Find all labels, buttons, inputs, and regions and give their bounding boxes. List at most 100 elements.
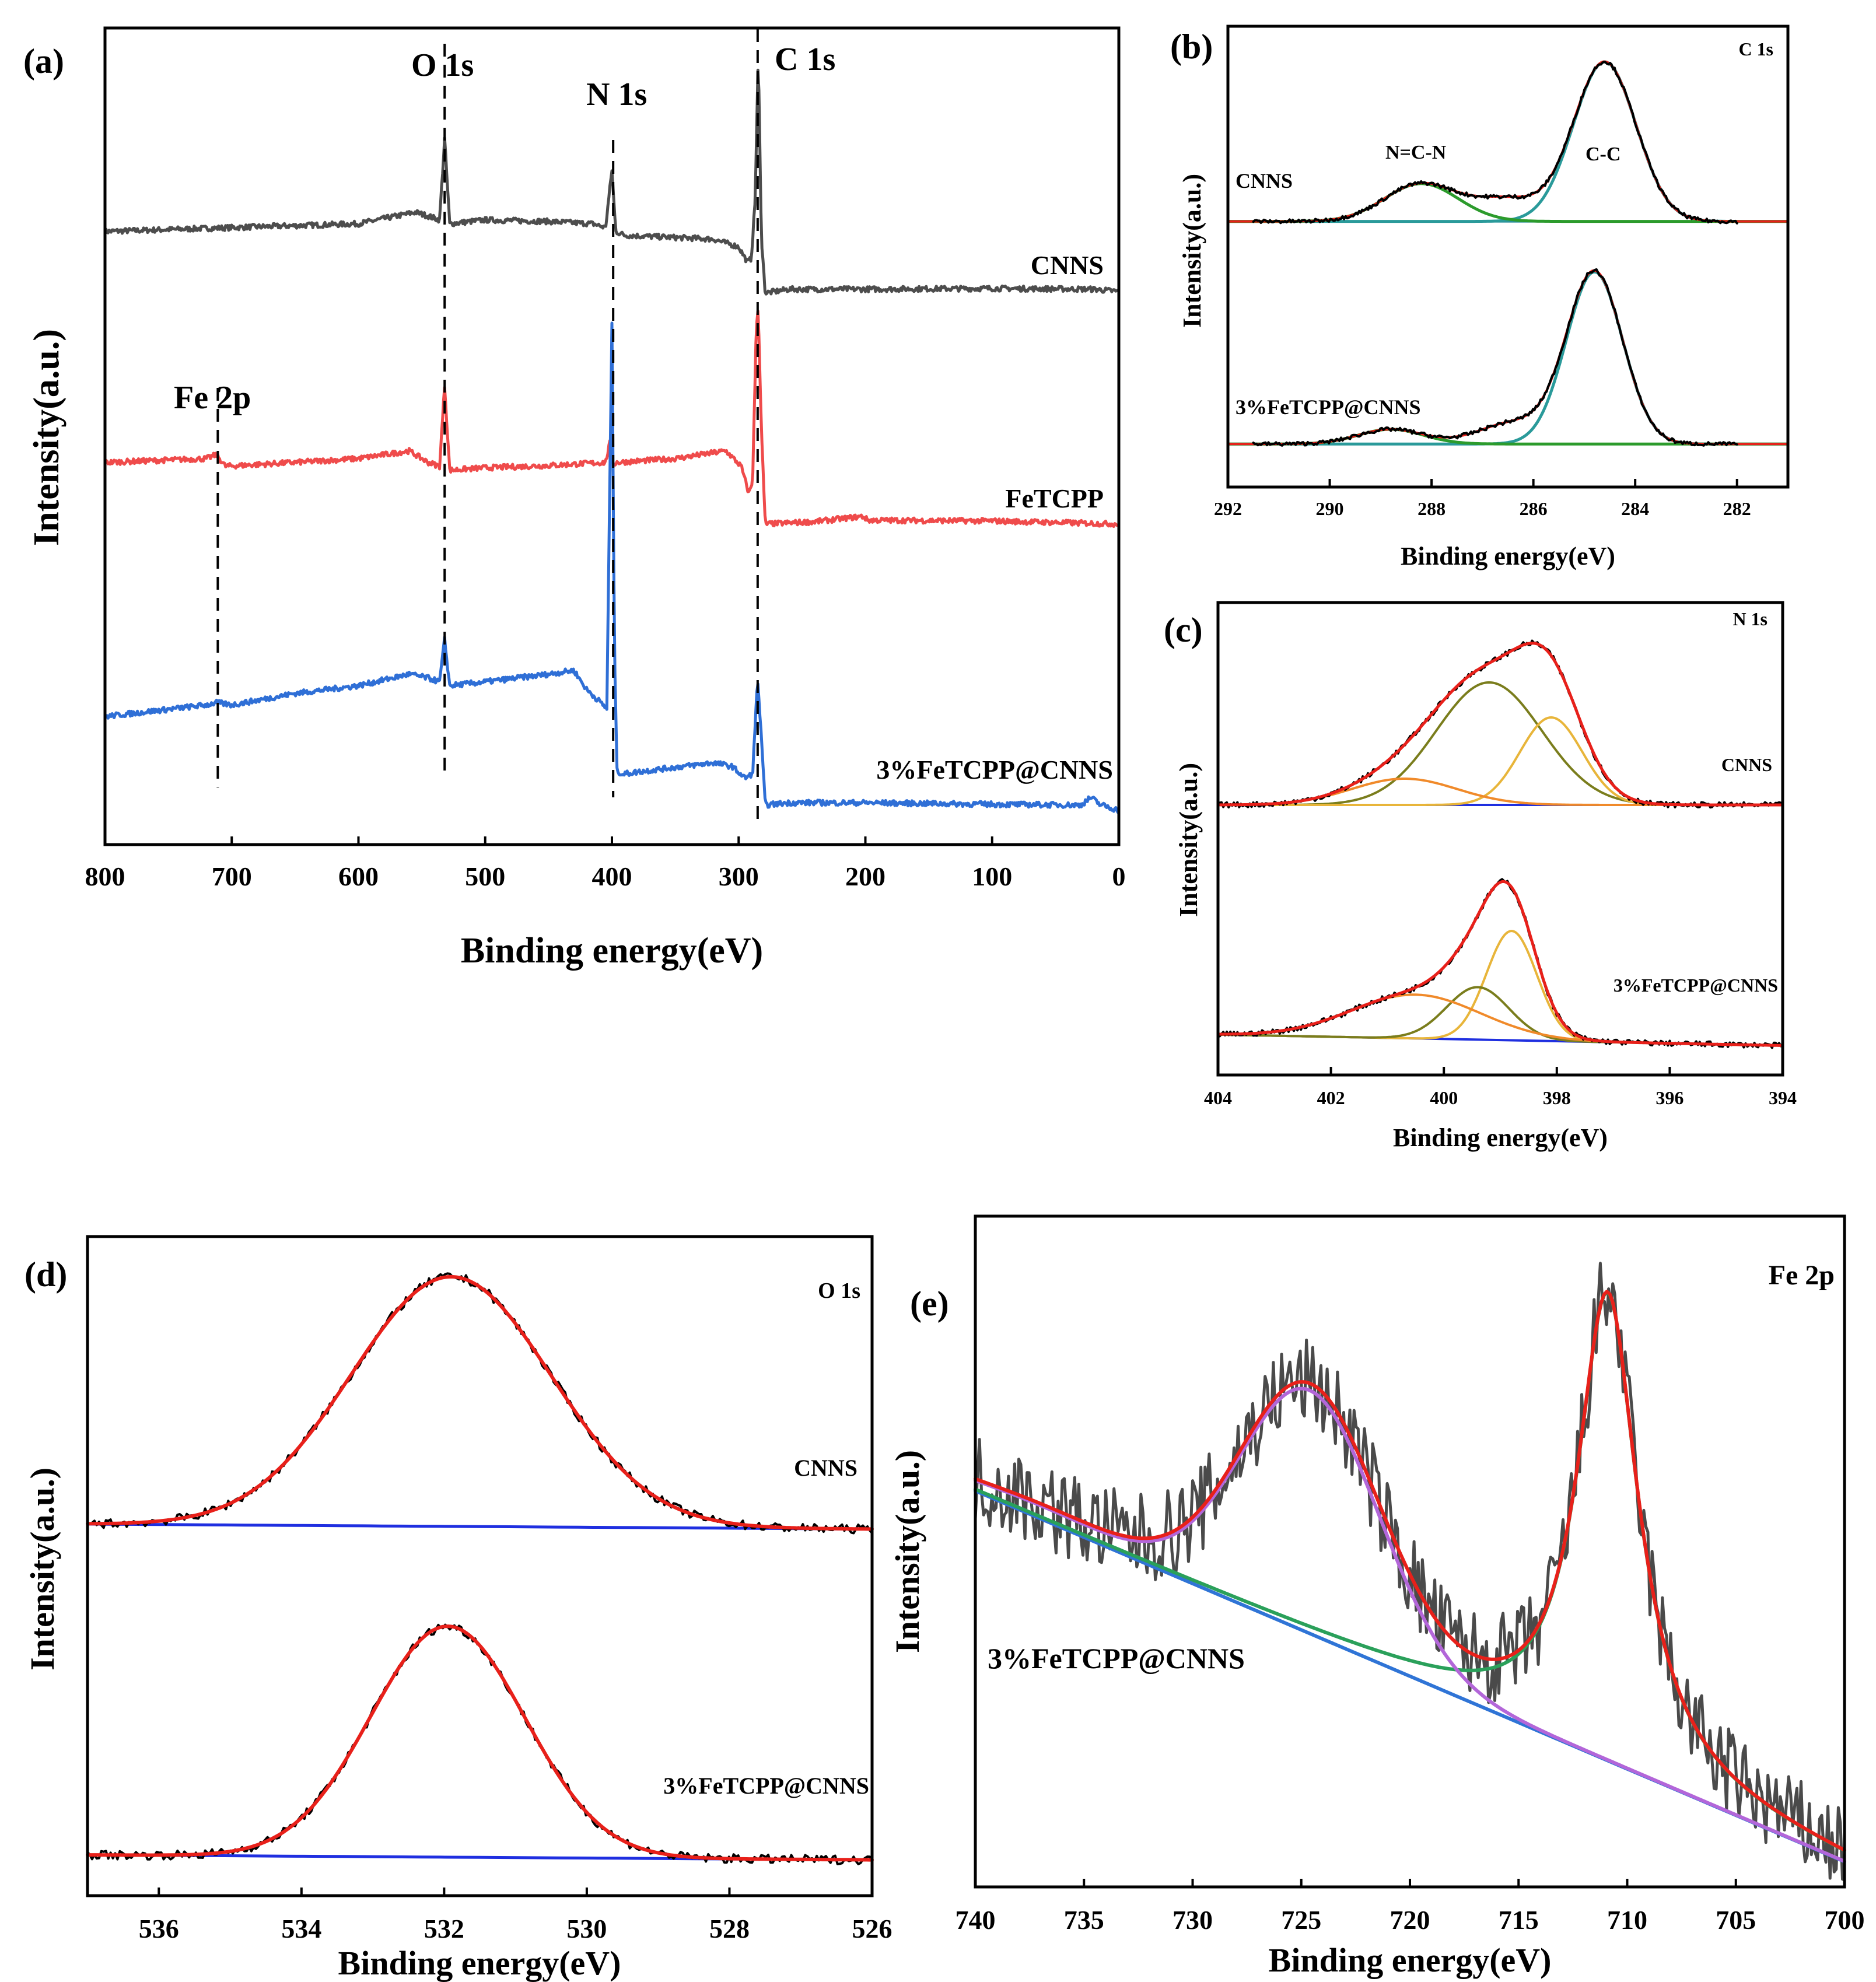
panel-e-plot-area [974, 1262, 1846, 1882]
x-tick-label: 600 [338, 862, 379, 891]
panel-d-frame [86, 1235, 874, 1897]
panel-c-series-composite: 3%FeTCPP@CNNS [1614, 975, 1778, 996]
n1s-component-fit [1217, 986, 1784, 1047]
x-tick-label: 710 [1607, 1905, 1647, 1935]
x-tick-label: 530 [566, 1914, 607, 1944]
x-tick-label: 282 [1723, 498, 1751, 519]
c1s-component-fit [1226, 182, 1790, 223]
x-tick-label: 532 [424, 1914, 464, 1944]
x-tick-label: 528 [709, 1914, 750, 1944]
c1s-raw-data [1252, 268, 1738, 447]
peak-label-c1s: C 1s [775, 41, 835, 78]
x-tick-label: 700 [1825, 1905, 1865, 1935]
series-label-fetcpp: FeTCPP [1005, 484, 1104, 513]
panel-c-frame [1216, 601, 1784, 1077]
x-tick-label: 402 [1317, 1087, 1345, 1108]
panel-c-y-label: Intensity(a.u.) [1174, 763, 1203, 917]
panel-d-title: O 1s [818, 1279, 860, 1303]
panel-c-label: (c) [1164, 611, 1203, 649]
annotation-ncn: N=C-N [1385, 142, 1447, 163]
panel-b-label: (b) [1170, 27, 1213, 66]
x-tick-label: 284 [1621, 498, 1649, 519]
x-tick-label: 705 [1716, 1905, 1756, 1935]
x-tick-label: 292 [1214, 498, 1242, 519]
n1s-component-fit [1217, 993, 1784, 1047]
panel-e: (e) 740 735 730 725 720 715 710 705 700 Fe 2p Bi… [888, 1214, 1865, 1979]
survey-line-cnns [103, 68, 1121, 296]
o1s-raw-data [86, 1272, 873, 1535]
panel-e-x-label: Binding energy(eV) [1269, 1941, 1552, 1979]
panel-c-series-cnns: CNNS [1721, 754, 1772, 775]
panel-d-x-label: Binding energy(eV) [338, 1944, 621, 1982]
peak-label-fe2p: Fe 2p [174, 380, 251, 416]
c1s-raw-data [1252, 61, 1738, 225]
n1s-envelope [1216, 880, 1784, 1047]
fe2p-1-2-fit [974, 1386, 1846, 1863]
panel-b-title: C 1s [1738, 38, 1773, 59]
panel-b-y-label: Intensity(a.u.) [1178, 174, 1206, 328]
x-tick-label: 404 [1204, 1087, 1232, 1108]
panel-b-frame [1226, 24, 1790, 489]
panel-a-x-label: Binding energy(eV) [461, 931, 763, 971]
fe2p-envelope [974, 1290, 1846, 1852]
x-tick-label: 400 [592, 862, 632, 891]
peak-label-o1s: O 1s [411, 47, 474, 83]
panel-b-series-composite: 3%FeTCPP@CNNS [1236, 395, 1420, 419]
panel-e-y-label: Intensity(a.u.) [888, 1450, 926, 1653]
x-tick-label: 730 [1172, 1905, 1213, 1935]
x-tick-label: 288 [1418, 498, 1446, 519]
peak-label-n1s: N 1s [586, 76, 647, 113]
survey-line-composite [103, 321, 1121, 814]
x-tick-label: 526 [852, 1914, 892, 1944]
x-tick-label: 735 [1064, 1905, 1104, 1935]
panel-a-plot-area [103, 29, 1121, 825]
x-tick-label: 534 [281, 1914, 321, 1944]
fe2p-raw-data [974, 1262, 1846, 1882]
panel-d-plot-area [86, 1272, 874, 1865]
panel-b-x-label: Binding energy(eV) [1401, 542, 1615, 570]
x-tick-label: 394 [1769, 1087, 1797, 1108]
panel-c-title: N 1s [1732, 608, 1768, 629]
panel-e-title: Fe 2p [1769, 1260, 1835, 1291]
panel-c-x-ticks: 404 402 400 398 396 394 [1204, 1067, 1797, 1108]
x-tick-label: 536 [139, 1914, 179, 1944]
o1s-envelope [86, 1624, 874, 1862]
panel-d-x-ticks: 536 534 532 530 528 526 [139, 1888, 892, 1944]
x-tick-label: 286 [1520, 498, 1548, 519]
x-tick-label: 100 [972, 862, 1012, 891]
x-tick-label: 800 [85, 862, 125, 891]
panel-b: (b) 292 290 288 286 284 282 C 1s Binding ener… [1170, 24, 1790, 570]
panel-b-plot-area [1226, 60, 1790, 447]
panel-a-x-ticks: 800 700 600 500 400 300 200 100 0 [85, 836, 1126, 891]
n1s-envelope [1216, 642, 1784, 807]
n1s-component-fit [1217, 681, 1784, 806]
panel-d-series-composite: 3%FeTCPP@CNNS [663, 1773, 869, 1799]
x-tick-label: 725 [1281, 1905, 1321, 1935]
panel-a: (a) 800 700 600 500 400 300 200 100 0 Binding en… [23, 26, 1126, 971]
x-tick-label: 300 [719, 862, 759, 891]
series-label-cnns: CNNS [1031, 250, 1104, 280]
o1s-baseline [86, 1522, 874, 1531]
x-tick-label: 500 [465, 862, 505, 891]
panel-c: (c) 404 402 400 398 396 394 N 1s Binding ener… [1164, 601, 1797, 1152]
panel-d-series-cnns: CNNS [794, 1455, 858, 1481]
panel-e-label: (e) [910, 1284, 949, 1323]
x-tick-label: 396 [1656, 1087, 1684, 1108]
x-tick-label: 200 [845, 862, 886, 891]
o1s-envelope [86, 1274, 874, 1531]
panel-e-sample-label: 3%FeTCPP@CNNS [988, 1642, 1245, 1675]
x-tick-label: 715 [1499, 1905, 1539, 1935]
panel-a-y-label: Intensity(a.u.) [27, 329, 66, 546]
c1s-envelope [1227, 60, 1789, 223]
panel-b-series-cnns: CNNS [1236, 169, 1293, 192]
n1s-component-fit [1217, 716, 1784, 806]
x-tick-label: 740 [956, 1905, 996, 1935]
panel-e-x-ticks: 740 735 730 725 720 715 710 705 700 [956, 1879, 1865, 1935]
x-tick-label: 0 [1112, 862, 1126, 891]
series-label-composite: 3%FeTCPP@CNNS [876, 755, 1113, 785]
x-tick-label: 720 [1390, 1905, 1430, 1935]
o1s-raw-data [86, 1623, 873, 1865]
panel-c-x-label: Binding energy(eV) [1393, 1123, 1608, 1152]
panel-d-label: (d) [24, 1255, 67, 1294]
